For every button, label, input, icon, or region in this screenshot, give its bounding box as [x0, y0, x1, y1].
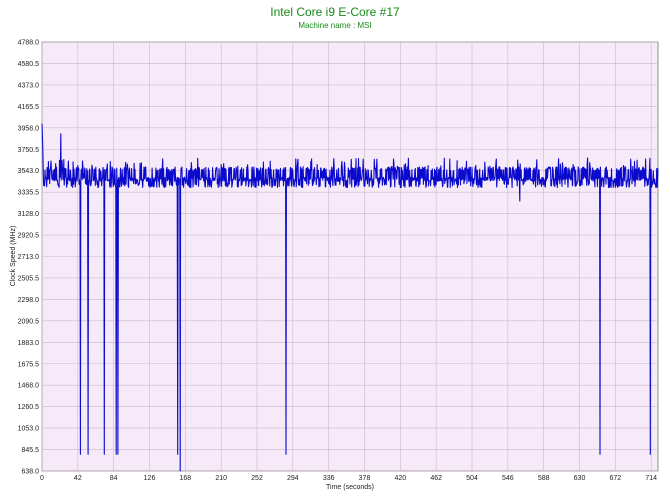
y-tick-label: 2298.0: [18, 297, 40, 304]
chart-title: Intel Core i9 E-Core #17: [270, 5, 400, 19]
series-line: [41, 123, 659, 472]
y-tick-label: 1053.0: [18, 426, 40, 433]
x-tick-label: 168: [179, 475, 191, 482]
y-tick-label: 3750.5: [18, 147, 40, 154]
y-tick-label: 2920.5: [18, 233, 40, 240]
x-tick-label: 336: [323, 475, 335, 482]
y-tick-label: 4580.5: [18, 61, 40, 68]
y-tick-label: 638.0: [21, 469, 39, 476]
x-axis-label: Time (seconds): [326, 484, 374, 491]
x-tick-label: 294: [287, 475, 299, 482]
y-axis-label: Clock Speed (MHz): [10, 226, 17, 287]
chart-subtitle: Machine name : MSI: [298, 21, 372, 30]
y-tick-label: 3543.0: [18, 168, 40, 175]
y-tick-label: 3335.5: [18, 190, 40, 197]
x-tick-label: 714: [645, 475, 657, 482]
y-tick-label: 2713.0: [18, 254, 40, 261]
x-tick-label: 252: [251, 475, 263, 482]
y-tick-label: 4788.0: [18, 40, 40, 47]
grid: [41, 41, 658, 472]
y-tick-label: 3958.0: [18, 125, 40, 132]
y-tick-label: 1468.0: [18, 383, 40, 390]
x-axis-ticks: 0 42 84 126 168 210 252 294 336 378 420 462 504 546 58…: [40, 475, 657, 482]
y-tick-label: 4165.5: [18, 104, 40, 111]
y-tick-label: 1675.5: [18, 361, 40, 368]
y-tick-label: 3128.0: [18, 211, 40, 218]
x-tick-label: 42: [74, 475, 82, 482]
x-tick-label: 126: [144, 475, 156, 482]
x-tick-label: 546: [502, 475, 514, 482]
y-tick-label: 2505.5: [18, 275, 40, 282]
y-tick-label: 1260.5: [18, 404, 40, 411]
x-tick-label: 630: [574, 475, 586, 482]
x-tick-label: 378: [359, 475, 371, 482]
x-tick-label: 462: [430, 475, 442, 482]
y-tick-label: 2090.5: [18, 318, 40, 325]
x-tick-label: 0: [40, 475, 44, 482]
y-tick-label: 845.5: [21, 447, 39, 454]
x-tick-label: 84: [110, 475, 118, 482]
y-axis-ticks: 638.0 845.5 1053.0 1260.5 1468.0 1675.5 1883.0…: [18, 40, 40, 476]
x-tick-label: 504: [466, 475, 478, 482]
y-tick-label: 1883.0: [18, 340, 40, 347]
x-tick-label: 588: [538, 475, 550, 482]
x-tick-label: 210: [215, 475, 227, 482]
x-tick-label: 672: [609, 475, 621, 482]
x-tick-label: 420: [394, 475, 406, 482]
y-tick-label: 4373.0: [18, 82, 40, 89]
